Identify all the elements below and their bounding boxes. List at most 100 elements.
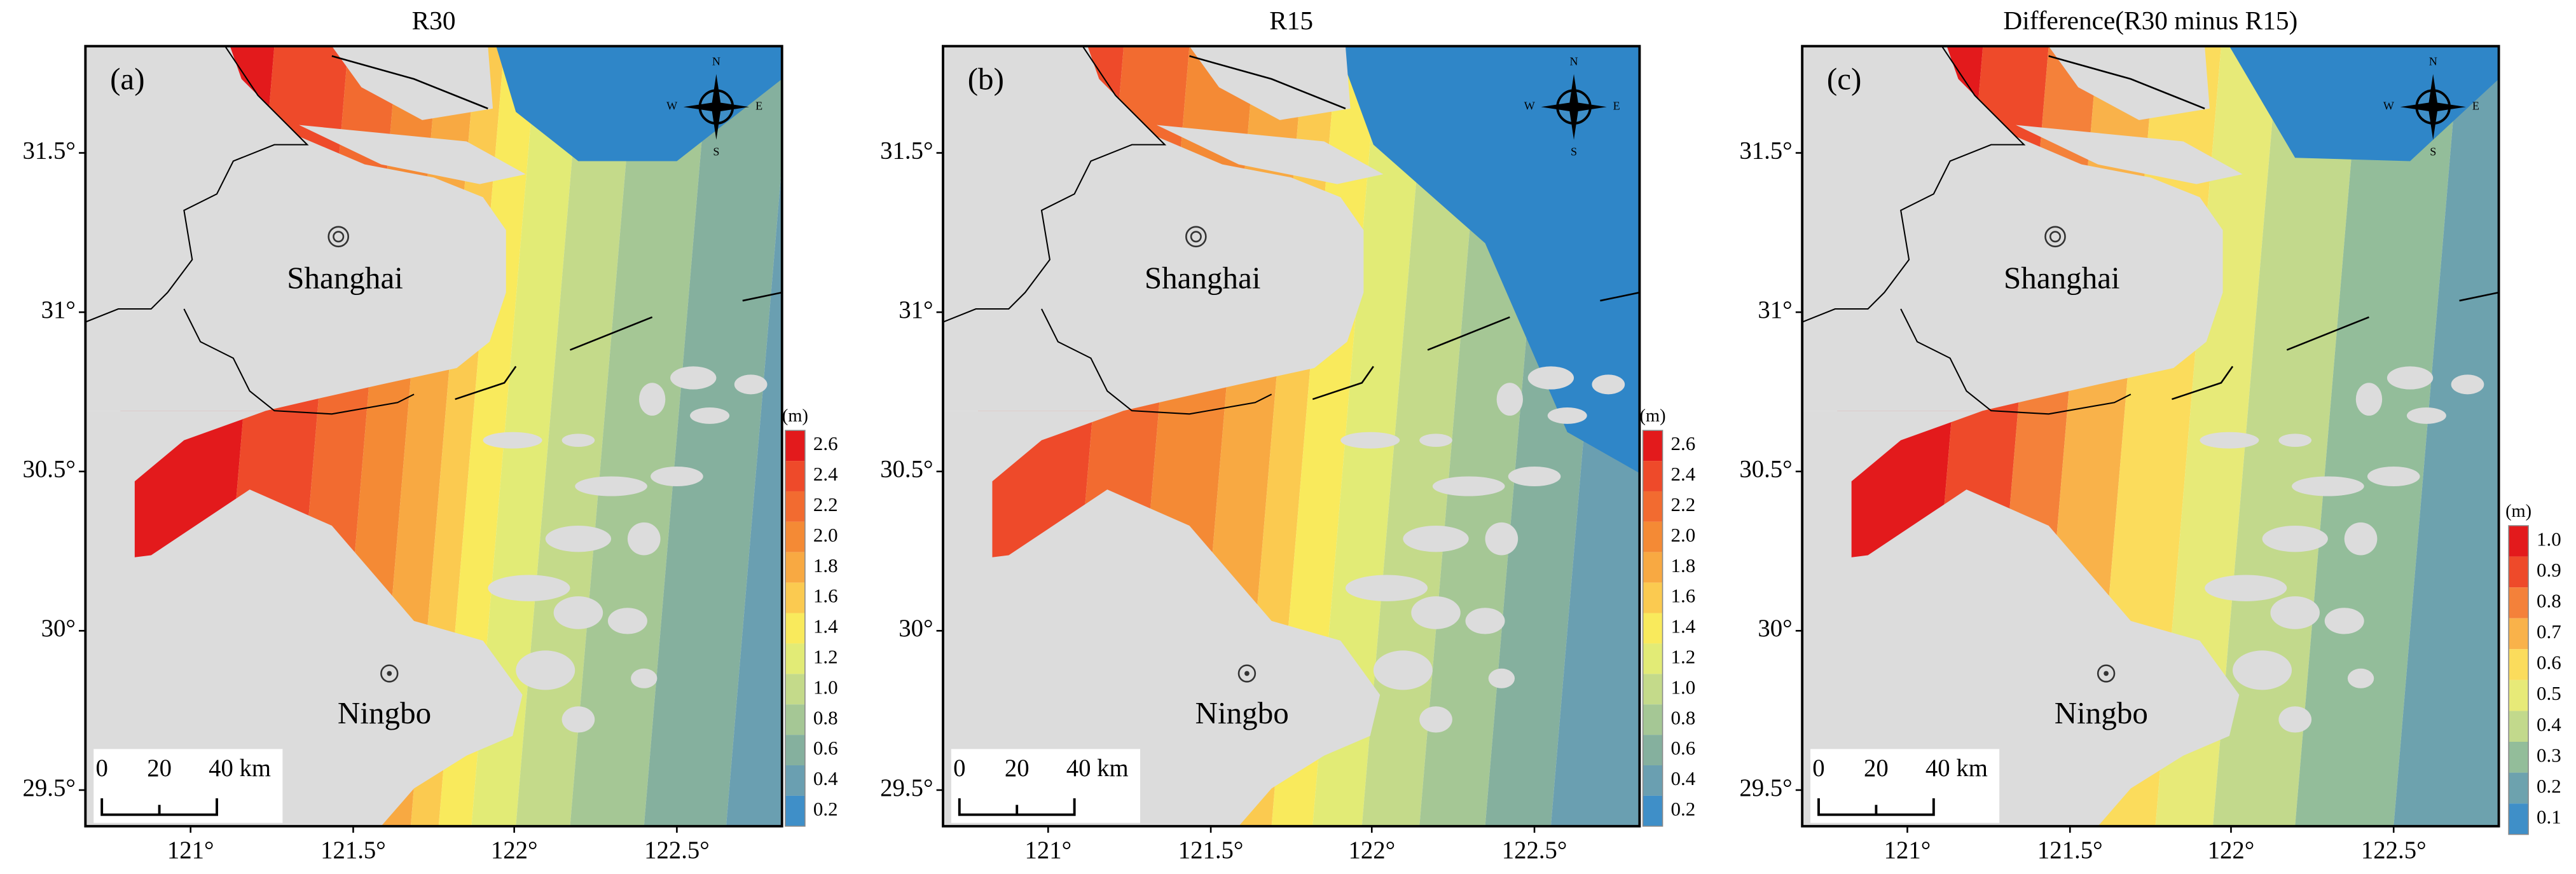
island [1496,383,1523,416]
x-tick-label: 122° [1348,836,1395,864]
land [1189,46,1351,120]
deep-water [2229,46,2499,161]
panel-label: (a) [110,62,144,97]
island [516,650,575,690]
land [1802,46,2223,411]
colorbar-cell [785,735,805,766]
island [670,366,717,390]
y-tick-label: 29.5° [23,774,76,802]
scale-bar [958,798,1076,816]
y-tick-label: 30.5° [1739,456,1792,483]
colorbar-cell [1643,582,1663,613]
panel-title: R30 [412,6,456,35]
city-marker [2104,671,2109,676]
x-tick-label: 122.5° [2361,836,2427,864]
x-tick-label: 122° [491,836,538,864]
island [1419,434,1452,447]
colorbar-cell [785,613,805,644]
colorbar-label: 0.1 [2537,806,2561,828]
island [483,432,542,449]
colorbar-cell [785,552,805,583]
fault-line [1600,291,1640,302]
island [1373,650,1433,690]
fault-line [2172,365,2234,400]
land [1156,125,1384,184]
contour-band [2393,46,2499,826]
y-tick-label: 31.5° [880,137,933,164]
island [2278,706,2312,733]
colorbar-cell [1643,521,1663,552]
colorbar-cell [785,643,805,674]
y-tick-label: 30° [899,615,933,642]
map [1802,46,2499,826]
map-frame [942,44,1641,828]
land [942,411,1124,564]
land [942,489,1381,826]
colorbar-frame [2508,525,2529,835]
island [1340,432,1400,449]
island [1485,522,1519,556]
colorbar-cell [2509,679,2529,711]
island [631,668,658,688]
x-tick-label: 121° [167,836,214,864]
island [2200,432,2259,449]
city-marker [2044,226,2066,248]
colorbar-label: 1.2 [813,645,838,667]
y-tick-label: 31.5° [23,137,76,164]
x-tick-label: 122.5° [1502,836,1567,864]
colorbar-label: 2.4 [1670,463,1695,485]
colorbar-label: 1.8 [813,554,838,577]
scale-label: 20 [1005,755,1030,782]
colorbar-cell [1643,765,1663,796]
island [2205,575,2287,601]
colorbar-cell [2509,587,2529,618]
island [1488,668,1515,688]
fault-line [570,316,653,351]
island [1345,575,1428,601]
compass-letter: E [755,99,762,112]
city-marker [1185,226,1207,248]
colorbar-cell [785,430,805,461]
island [561,434,595,447]
colorbar-label: 1.0 [2537,528,2561,550]
island [1465,608,1505,634]
compass-letter: S [1571,146,1577,158]
city-label: Ningbo [1195,695,1289,730]
colorbar-label: 2.4 [813,463,838,485]
scale-label: 0 [953,755,965,782]
compass-letter: S [2430,146,2436,158]
island [545,526,612,552]
colorbar-frame [1642,430,1663,827]
fault-line [2459,291,2499,302]
colorbar-label: 0.4 [813,767,838,789]
compass-letter: W [666,99,678,112]
fault-line [455,365,517,400]
city-label: Ningbo [2055,695,2148,730]
land [85,489,523,826]
fault-line [2048,55,2205,109]
y-tick-label: 31.5° [1739,137,1792,164]
x-tick-label: 121° [1024,836,1071,864]
map [942,46,1640,826]
fault-line [1189,55,1346,109]
colorbar-label: 0.6 [1670,737,1695,759]
city-label: Ningbo [338,695,431,730]
colorbar-cell [1643,613,1663,644]
scale-box [93,749,283,823]
land [2016,125,2243,184]
island [607,608,647,634]
land [85,46,506,411]
city-marker [1237,664,1257,683]
scale-box [1810,749,2000,823]
island [1432,476,1505,496]
city-label: Shanghai [1145,260,1261,295]
compass-needle [2400,74,2466,140]
boundary [942,46,1167,323]
contour-band [570,46,710,826]
y-tick-label: 30.5° [23,456,76,483]
compass-needle [683,74,750,140]
colorbar-label: 1.2 [1670,645,1695,667]
island [1508,467,1561,487]
x-tick-label: 121.5° [1178,836,1244,864]
fault-line [1427,316,1510,351]
